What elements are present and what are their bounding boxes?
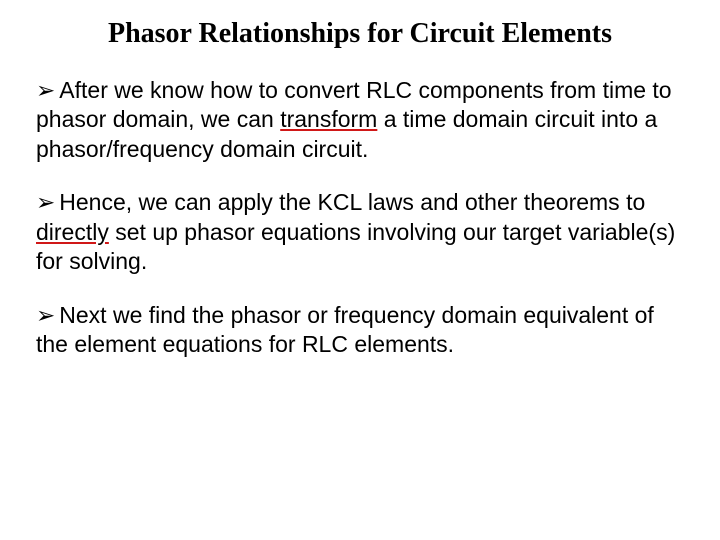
bullet-2-text-pre: Hence, we can apply the KCL laws and oth… xyxy=(59,189,645,215)
bullet-3: ➢Next we find the phasor or frequency do… xyxy=(32,301,688,360)
bullet-1: ➢After we know how to convert RLC compon… xyxy=(32,76,688,164)
bullet-arrow-icon: ➢ xyxy=(36,302,55,328)
bullet-2-underline: directly xyxy=(36,219,109,245)
bullet-2: ➢Hence, we can apply the KCL laws and ot… xyxy=(32,188,688,276)
slide-container: Phasor Relationships for Circuit Element… xyxy=(0,0,720,540)
bullet-1-underline: transform xyxy=(280,106,377,132)
bullet-2-text-post: set up phasor equations involving our ta… xyxy=(36,219,675,274)
bullet-arrow-icon: ➢ xyxy=(36,189,55,215)
slide-title: Phasor Relationships for Circuit Element… xyxy=(32,18,688,50)
bullet-arrow-icon: ➢ xyxy=(36,77,55,103)
bullet-3-text: Next we find the phasor or frequency dom… xyxy=(36,302,654,357)
